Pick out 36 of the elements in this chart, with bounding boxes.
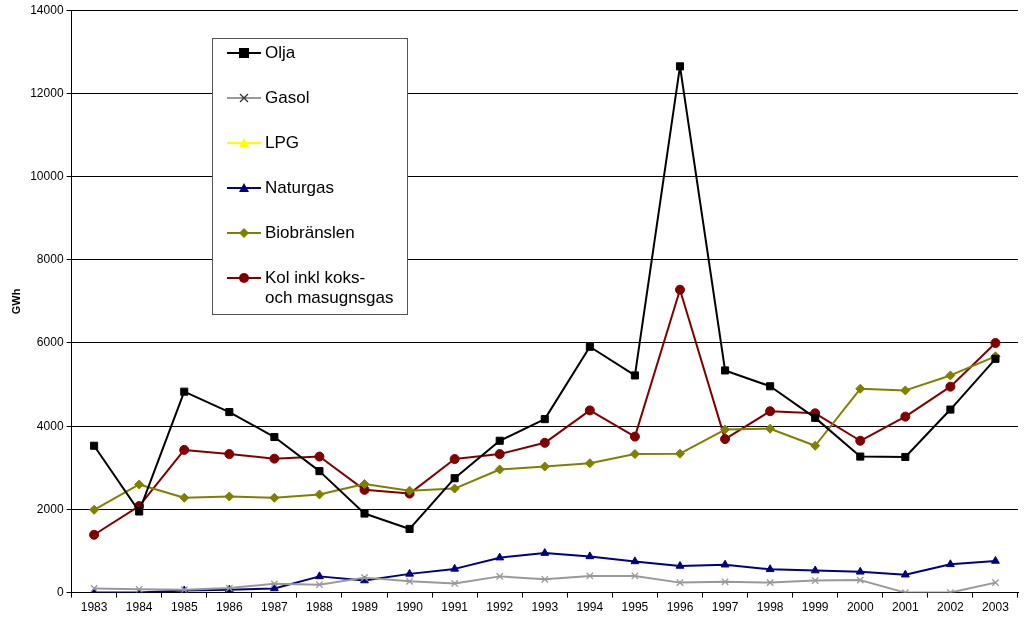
x-tick-label: 1983 bbox=[80, 600, 108, 615]
x-tick-label: 1999 bbox=[801, 600, 829, 615]
x-tick-label: 1984 bbox=[125, 600, 153, 615]
x-tick-label: 2000 bbox=[846, 600, 874, 615]
legend-label: Olja bbox=[265, 43, 296, 63]
y-tick-label: 12000 bbox=[30, 85, 64, 100]
x-tick-label: 1985 bbox=[170, 600, 198, 615]
x-tick-label: 1994 bbox=[576, 600, 604, 615]
y-tick-label: 2000 bbox=[36, 501, 64, 516]
y-tick-label: 10000 bbox=[30, 168, 64, 183]
y-tick-label: 8000 bbox=[36, 252, 64, 267]
x-tick-label: 1995 bbox=[621, 600, 649, 615]
y-tick-label: 0 bbox=[56, 584, 64, 599]
y-tick-label: 6000 bbox=[36, 335, 64, 350]
x-tick-label: 2001 bbox=[891, 600, 919, 615]
x-tick-label: 1990 bbox=[396, 600, 424, 615]
x-tick-label: 1988 bbox=[306, 600, 334, 615]
x-tick-label: 2003 bbox=[982, 600, 1010, 615]
x-tick-label: 1997 bbox=[711, 600, 739, 615]
x-tick-label: 2002 bbox=[937, 600, 965, 615]
x-tick-label: 1986 bbox=[215, 600, 243, 615]
x-tick-label: 1989 bbox=[351, 600, 379, 615]
x-tick-label: 1987 bbox=[261, 600, 289, 615]
x-tick-label: 1996 bbox=[666, 600, 694, 615]
legend-label: Biobränslen bbox=[265, 223, 355, 243]
x-tick-label: 1998 bbox=[756, 600, 784, 615]
y-axis-title: GWh bbox=[9, 288, 22, 315]
legend-label: Naturgas bbox=[265, 178, 334, 198]
legend-label: LPG bbox=[265, 133, 300, 153]
y-tick-label: 14000 bbox=[30, 2, 64, 17]
x-tick-label: 1992 bbox=[486, 600, 514, 615]
legend-label: Gasol bbox=[265, 88, 310, 108]
y-tick-label: 4000 bbox=[36, 418, 64, 433]
legend-label: Kol inkl koks- och masugnsgas bbox=[265, 268, 395, 308]
x-tick-label: 1991 bbox=[441, 600, 469, 615]
x-tick-label: 1993 bbox=[531, 600, 559, 615]
